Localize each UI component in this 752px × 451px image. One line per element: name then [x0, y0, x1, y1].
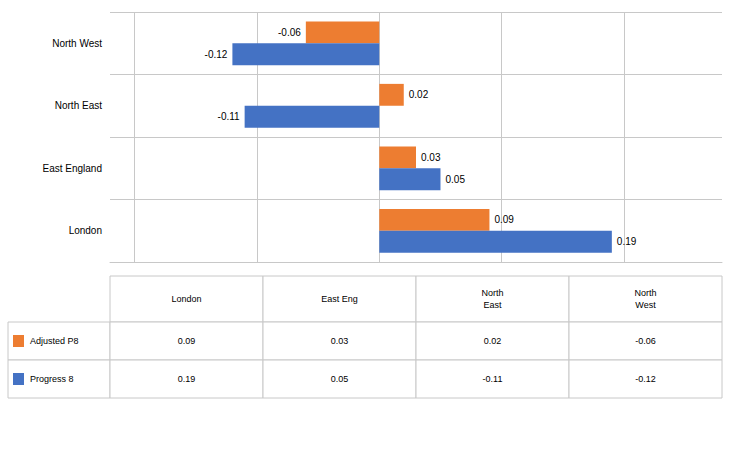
svg-text:-0.12: -0.12: [635, 374, 656, 384]
svg-text:0.03: 0.03: [331, 336, 349, 346]
svg-text:North West: North West: [52, 38, 102, 49]
svg-text:-0.06: -0.06: [635, 336, 656, 346]
svg-text:0.09: 0.09: [178, 336, 196, 346]
svg-text:0.19: 0.19: [617, 236, 637, 247]
svg-text:North East: North East: [55, 100, 102, 111]
svg-text:East England: East England: [43, 163, 103, 174]
svg-text:0.02: 0.02: [484, 336, 502, 346]
svg-text:West: West: [635, 300, 656, 310]
svg-text:Progress 8: Progress 8: [30, 374, 74, 384]
svg-text:-0.12: -0.12: [205, 49, 228, 60]
svg-text:0.03: 0.03: [421, 152, 441, 163]
svg-text:East: East: [483, 300, 502, 310]
svg-text:North: North: [634, 288, 656, 298]
svg-text:0.05: 0.05: [331, 374, 349, 384]
svg-text:North: North: [481, 288, 503, 298]
svg-text:0.05: 0.05: [445, 174, 465, 185]
svg-text:East Eng: East Eng: [321, 294, 358, 304]
svg-text:London: London: [171, 294, 201, 304]
svg-text:-0.06: -0.06: [278, 27, 301, 38]
svg-text:Adjusted P8: Adjusted P8: [30, 336, 79, 346]
svg-text:-0.11: -0.11: [483, 374, 503, 384]
svg-text:-0.11: -0.11: [218, 111, 240, 122]
svg-text:0.02: 0.02: [409, 89, 429, 100]
svg-text:London: London: [69, 225, 102, 236]
svg-text:0.09: 0.09: [494, 214, 514, 225]
svg-text:0.19: 0.19: [178, 374, 196, 384]
